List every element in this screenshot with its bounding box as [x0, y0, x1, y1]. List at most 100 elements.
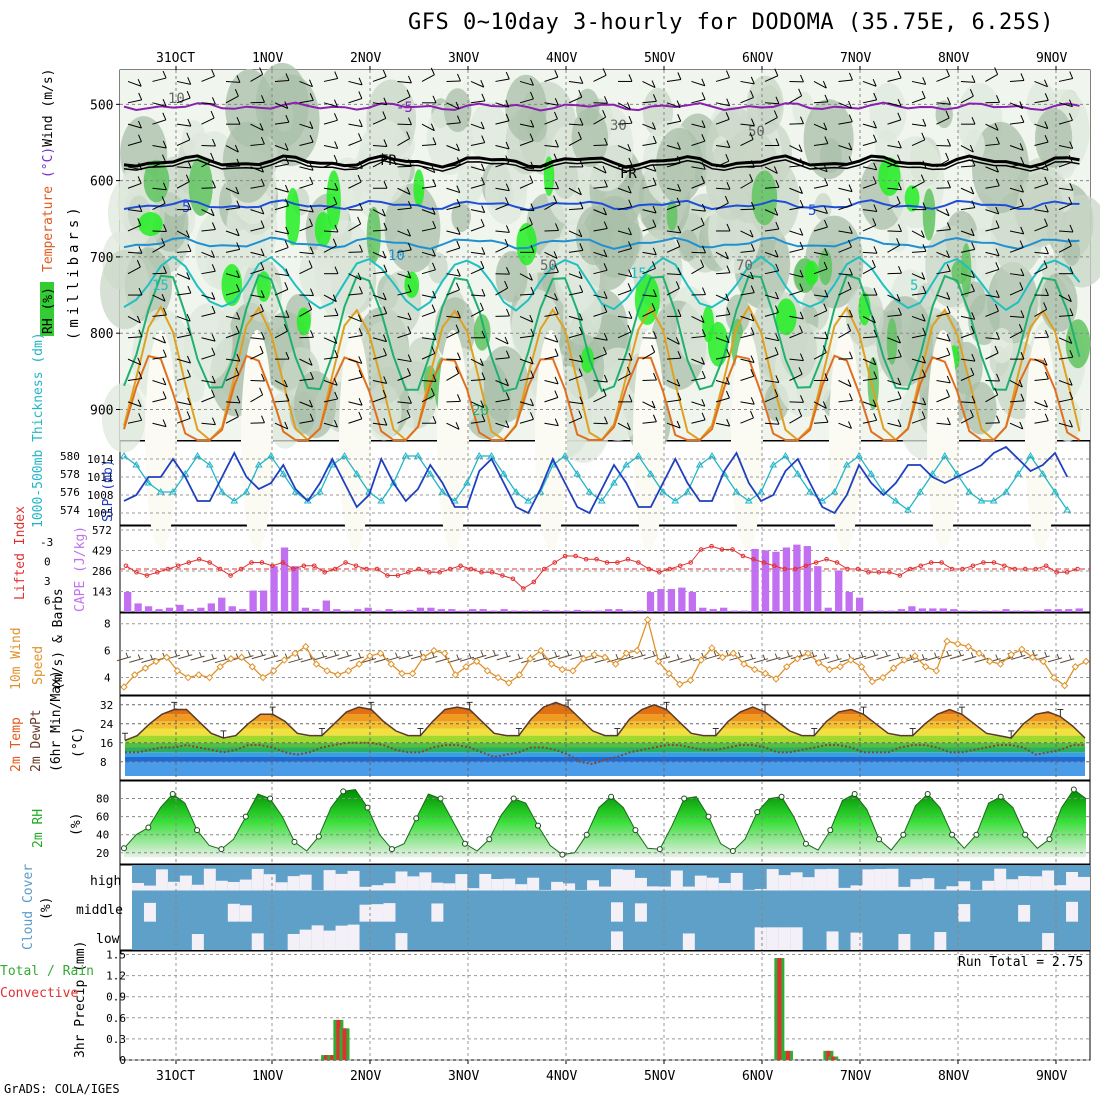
wind-barb-flag	[946, 417, 951, 425]
wind-barb	[1009, 288, 1023, 296]
wind-barb	[617, 102, 631, 110]
thickness-marker	[659, 488, 667, 495]
wind-barb	[715, 145, 730, 148]
wind-barb	[936, 312, 951, 317]
wind-barb	[397, 230, 411, 237]
wind-speed-marker	[451, 671, 460, 679]
wind-barb	[372, 145, 388, 148]
wind-barb-10m	[1011, 654, 1026, 660]
wind-barb-flag	[848, 421, 852, 429]
panel-frame-temp	[119, 695, 1091, 781]
wind-barb	[152, 119, 166, 125]
wind-barb-flag	[725, 335, 730, 343]
wind-barb-flag	[334, 391, 339, 400]
wind-barb	[617, 331, 631, 339]
wind-barb-flag	[847, 379, 852, 387]
wind-barb-flag	[1045, 330, 1049, 338]
cape-bar	[678, 587, 686, 612]
wind-barb-flag	[554, 111, 558, 120]
cloud-bar	[323, 870, 336, 891]
wind-barb	[593, 228, 608, 232]
wind-speed-marker	[216, 663, 224, 671]
wind-barb-flag	[407, 200, 412, 209]
wind-barb-flag	[1068, 113, 1073, 121]
lifted-marker	[437, 569, 442, 575]
wind-barb	[519, 140, 534, 146]
wind-barb-10m	[876, 654, 891, 660]
wind-speed-marker	[815, 659, 823, 667]
wind-barb	[617, 122, 633, 125]
wind-barb-flag	[285, 73, 290, 81]
wind-speed-marker	[921, 663, 930, 671]
wind-barb-flag	[506, 266, 510, 275]
rh-shade-moist	[867, 356, 879, 410]
wind-barb-10m-flag	[333, 650, 337, 656]
wind-barb-flag	[381, 208, 386, 217]
wind-barb	[421, 227, 436, 232]
wind-barb-flag	[603, 179, 608, 187]
wind-barb-10m-flag	[431, 652, 435, 658]
rh-tick-label: 60	[96, 811, 109, 824]
wind-barb-flag	[725, 377, 730, 385]
thickness-marker	[757, 488, 765, 495]
contour-label: 70	[736, 258, 753, 274]
cape-bar	[165, 607, 174, 612]
thickness-marker	[340, 452, 349, 459]
wind-barb	[544, 397, 558, 403]
rh-legend-box	[40, 282, 54, 336]
cloud-bar	[802, 877, 815, 891]
wind-barb	[813, 310, 827, 317]
wind-barb	[813, 184, 828, 189]
wind-barb-10m-flag	[676, 654, 680, 660]
wind-barb	[862, 166, 877, 171]
wind-barb-flag	[1044, 204, 1049, 213]
wind-barb	[348, 418, 362, 424]
wind-barb-flag	[823, 122, 828, 131]
wind-barb-flag	[1069, 224, 1074, 233]
wind-barb-flag	[333, 113, 338, 121]
wind-barb	[225, 248, 240, 253]
wind-barb-flag	[775, 221, 780, 230]
wind-barb-flag	[1069, 182, 1074, 191]
lifted-marker	[510, 576, 516, 582]
wind-barb-flag	[994, 67, 999, 75]
wind-barb	[691, 266, 704, 275]
wind-barb	[593, 251, 607, 258]
cloud-bar	[527, 877, 540, 891]
thickness-marker	[1002, 488, 1010, 495]
wind-barb-10m	[508, 657, 524, 663]
wind-ylabel: Wind (m/s)	[41, 68, 56, 146]
wind-barb	[348, 358, 362, 364]
wind-barb-flag	[848, 114, 853, 122]
wind-barb-flag	[921, 369, 926, 377]
lifted-marker	[981, 560, 986, 565]
wind-barb-flag	[358, 91, 363, 99]
wind-barb	[274, 187, 289, 193]
wind-barb-flag	[922, 77, 927, 85]
thickness-marker	[438, 488, 447, 495]
lifted-marker	[824, 556, 829, 562]
wind-barb-flag	[579, 201, 584, 209]
wind-barb-flag	[628, 74, 633, 82]
wind-barb-flag	[897, 307, 902, 316]
rh-marker	[973, 831, 980, 838]
temp-band	[125, 728, 1085, 736]
wind-barb	[323, 161, 338, 168]
wind-barb	[936, 102, 951, 105]
lifted-marker	[803, 563, 808, 569]
rh-marker	[267, 795, 274, 802]
isotherm-line	[123, 236, 1080, 250]
wind-barb	[544, 118, 558, 125]
cloud-bar	[227, 903, 240, 922]
wind-barb-flag	[1044, 246, 1049, 254]
cape-bar	[866, 610, 874, 612]
contour-label: 20	[472, 403, 489, 419]
wind-barb-flag	[775, 333, 780, 341]
wind-barb	[299, 141, 314, 147]
wind-barb-flag	[334, 141, 339, 149]
wind-barb	[960, 374, 974, 381]
lifted-marker	[175, 563, 181, 569]
cape-bar	[897, 609, 906, 612]
wind-speed-marker	[558, 665, 566, 674]
wind-barb-flag	[946, 222, 951, 230]
